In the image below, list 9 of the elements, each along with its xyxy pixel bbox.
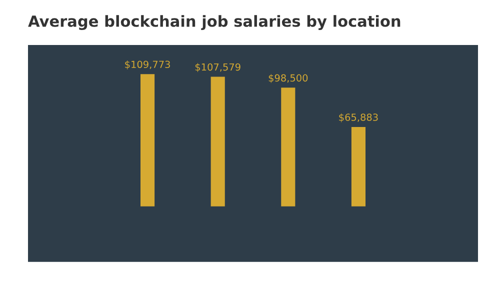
data-label: $109,773 <box>125 60 170 70</box>
chart-title: Average blockchain job salaries by location <box>28 15 400 30</box>
bar <box>210 76 225 206</box>
data-label: $107,579 <box>195 63 240 72</box>
data-label: $98,500 <box>268 74 308 83</box>
data-label: $65,883 <box>339 113 378 122</box>
bar <box>281 88 296 206</box>
bar <box>351 126 366 206</box>
bar <box>140 74 155 206</box>
